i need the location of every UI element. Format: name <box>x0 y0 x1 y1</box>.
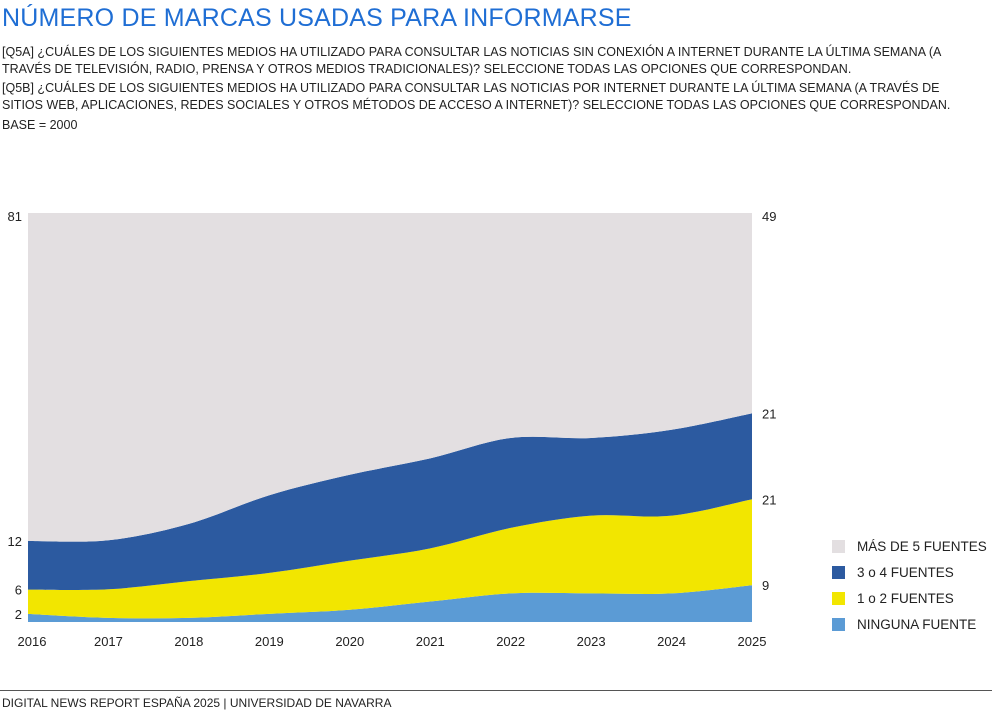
x-tick-label: 2019 <box>255 634 284 649</box>
legend-label: MÁS DE 5 FUENTES <box>857 538 987 554</box>
question-q5b: [Q5B] ¿CUÁLES DE LOS SIGUIENTES MEDIOS H… <box>2 81 951 112</box>
legend: MÁS DE 5 FUENTES 3 o 4 FUENTES 1 o 2 FUE… <box>832 533 987 637</box>
legend-item: NINGUNA FUENTE <box>832 611 987 637</box>
legend-item: 3 o 4 FUENTES <box>832 559 987 585</box>
end-value-label: 21 <box>762 406 776 421</box>
x-tick-label: 2020 <box>335 634 364 649</box>
legend-label: 1 o 2 FUENTES <box>857 590 954 606</box>
x-tick-label: 2022 <box>496 634 525 649</box>
end-value-label: 21 <box>762 492 776 507</box>
x-tick-label: 2016 <box>18 634 47 649</box>
x-tick-label: 2021 <box>416 634 445 649</box>
legend-swatch <box>832 539 845 553</box>
area-chart: 2016 2017 2018 2019 2020 2021 2022 2023 2024 2025… <box>8 209 777 649</box>
legend-swatch <box>832 591 845 605</box>
area-series-ninguna-fuente <box>28 585 752 622</box>
legend-label: NINGUNA FUENTE <box>857 616 977 632</box>
question-q5a: [Q5A] ¿CUÁLES DE LOS SIGUIENTES MEDIOS H… <box>2 45 941 76</box>
area-series-1-o-2-fuentes <box>28 499 752 619</box>
legend-swatch <box>832 565 845 579</box>
area-series-3-o-4-fuentes <box>28 413 752 590</box>
x-tick-label: 2024 <box>657 634 686 649</box>
chart-title: NÚMERO DE MARCAS USADAS PARA INFORMARSE <box>2 4 632 32</box>
x-tick-label: 2017 <box>94 634 123 649</box>
legend-item: MÁS DE 5 FUENTES <box>832 533 987 559</box>
x-tick-label: 2025 <box>738 634 767 649</box>
area-series-más-de-5-fuentes <box>28 213 752 542</box>
start-value-label: 12 <box>8 534 22 549</box>
end-value-label: 9 <box>762 578 769 593</box>
start-value-label: 2 <box>15 607 22 622</box>
legend-swatch <box>832 617 845 631</box>
end-value-label: 49 <box>762 209 776 224</box>
footer-divider <box>0 690 992 691</box>
base-note: BASE = 2000 <box>2 118 78 132</box>
x-tick-label: 2018 <box>174 634 203 649</box>
start-value-label: 6 <box>15 583 22 598</box>
x-tick-label: 2023 <box>577 634 606 649</box>
start-value-label: 81 <box>8 209 22 224</box>
legend-item: 1 o 2 FUENTES <box>832 585 987 611</box>
footer-credit: DIGITAL NEWS REPORT ESPAÑA 2025 | UNIVER… <box>2 696 392 710</box>
legend-label: 3 o 4 FUENTES <box>857 564 954 580</box>
